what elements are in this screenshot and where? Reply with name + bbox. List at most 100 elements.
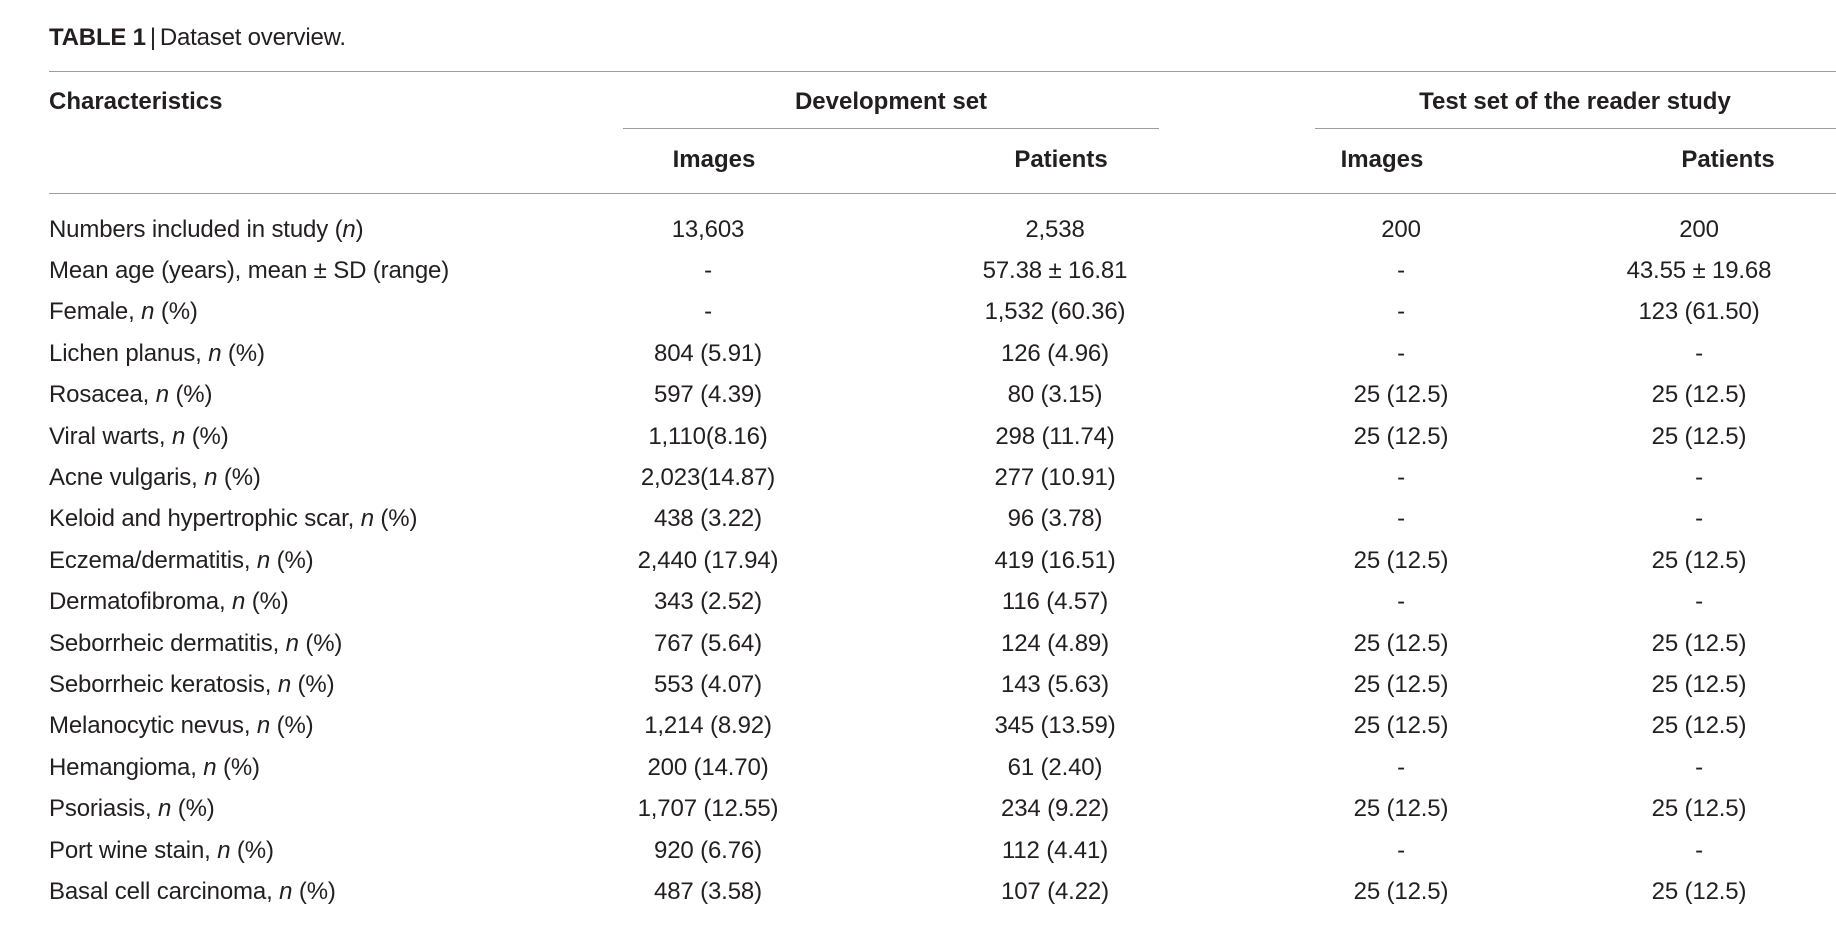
row-label-suffix: (%) [270, 712, 314, 740]
row-label: Psoriasis, n (%) [49, 788, 546, 829]
test-images-cell: 25 (12.5) [1353, 877, 1449, 905]
dev-images-cell: 1,707 (12.55) [637, 795, 779, 823]
table-row: Hemangioma, n (%) 200 (14.70) 61 (2.40) - - [49, 747, 1836, 788]
test-patients-cell: 25 (12.5) [1651, 422, 1747, 450]
row-label-text: Psoriasis, [49, 795, 159, 823]
table-row: Melanocytic nevus, n (%) 1,214 (8.92) 345 … [49, 706, 1836, 747]
table-row: Seborrheic keratosis, n (%) 553 (4.07) 143… [49, 664, 1836, 705]
dev-patients-cell: 126 (4.96) [1001, 339, 1109, 367]
header-dev-images: Images [672, 146, 756, 173]
table-caption: TABLE 1 | Dataset overview. [49, 24, 346, 52]
row-label-text: Port wine stain, [49, 836, 218, 864]
dev-images-cell: 553 (4.07) [654, 670, 762, 698]
header-test-set: Test set of the reader study [1419, 88, 1731, 115]
row-label: Rosacea, n (%) [49, 375, 546, 416]
dev-patients-cell: 96 (3.78) [1007, 505, 1103, 533]
row-label-n: n [208, 339, 222, 367]
dev-patients-cell: 116 (4.57) [1001, 588, 1109, 616]
dev-images-cell: 13,603 [671, 215, 745, 243]
row-label-text: Numbers included in study ( [49, 215, 343, 243]
test-images-cell: - [1397, 298, 1405, 326]
row-label-n: n [155, 381, 169, 409]
test-images-cell: 25 (12.5) [1353, 546, 1449, 574]
test-patients-cell: - [1695, 505, 1703, 533]
dev-patients-cell: 345 (13.59) [994, 712, 1116, 740]
row-label-suffix: (%) [373, 505, 418, 533]
row-label-text: Hemangioma, [49, 753, 204, 781]
header-test-images: Images [1340, 146, 1424, 173]
row-label-suffix: (%) [217, 464, 261, 492]
row-label-text: Eczema/dermatitis, [49, 546, 257, 574]
dataset-table: Numbers included in study (n) 13,603 2,538… [49, 209, 1836, 913]
row-label: Port wine stain, n (%) [49, 830, 546, 871]
table-row: Seborrheic dermatitis, n (%) 767 (5.64) 12… [49, 623, 1836, 664]
dev-patients-cell: 1,532 (60.36) [984, 298, 1126, 326]
row-label-text: Acne vulgaris, [49, 464, 205, 492]
test-images-cell: - [1397, 753, 1405, 781]
row-label-n: n [204, 464, 218, 492]
table-row: Lichen planus, n (%) 804 (5.91) 126 (4.96)… [49, 333, 1836, 374]
dev-images-cell: 597 (4.39) [654, 381, 762, 409]
table-header-rule [49, 193, 1836, 194]
dataset-table-body: Numbers included in study (n) 13,603 2,538… [49, 209, 1836, 913]
dev-patients-cell: 107 (4.22) [1001, 877, 1109, 905]
test-patients-cell: 25 (12.5) [1651, 381, 1747, 409]
table-row: Rosacea, n (%) 597 (4.39) 80 (3.15) 25 (12.… [49, 375, 1836, 416]
row-label-suffix: (%) [292, 877, 336, 905]
dev-images-cell: 767 (5.64) [654, 629, 762, 657]
table-caption-text: Dataset overview. [159, 24, 346, 51]
row-label-text: Seborrheic dermatitis, [49, 629, 286, 657]
dev-patients-cell: 143 (5.63) [1001, 670, 1109, 698]
test-patients-cell: 25 (12.5) [1651, 629, 1747, 657]
dev-images-cell: 804 (5.91) [654, 339, 762, 367]
table-row: Viral warts, n (%) 1,110(8.16) 298 (11.74)… [49, 416, 1836, 457]
table-row: Female, n (%) - 1,532 (60.36) - 123 (61.50) [49, 292, 1836, 333]
row-label-suffix: (%) [291, 670, 335, 698]
row-label-suffix: (%) [230, 836, 274, 864]
table-top-rule [49, 71, 1836, 72]
test-images-cell: - [1397, 588, 1405, 616]
row-label: Seborrheic dermatitis, n (%) [49, 623, 546, 664]
test-patients-cell: 43.55 ± 19.68 [1626, 257, 1772, 285]
dev-patients-cell: 277 (10.91) [994, 464, 1116, 492]
table-row: Psoriasis, n (%) 1,707 (12.55) 234 (9.22) 2… [49, 788, 1836, 829]
test-patients-cell: 25 (12.5) [1651, 546, 1747, 574]
row-label-text: Female, [49, 298, 142, 326]
row-label-text: Mean age (years), mean ± SD (range) [49, 257, 450, 285]
table-row: Keloid and hypertrophic scar, n (%) 438 (… [49, 499, 1836, 540]
row-label-n: n [256, 712, 271, 740]
row-label-n: n [171, 422, 186, 450]
test-images-cell: - [1397, 505, 1405, 533]
row-label-n: n [158, 795, 172, 823]
row-label-suffix: ) [355, 215, 364, 243]
row-label-suffix: (%) [168, 381, 213, 409]
row-label-n: n [277, 670, 292, 698]
row-label-suffix: (%) [221, 339, 265, 367]
dev-images-cell: 1,110(8.16) [648, 422, 768, 450]
test-set-rule [1315, 128, 1836, 129]
row-label: Seborrheic keratosis, n (%) [49, 664, 546, 705]
row-label-text: Lichen planus, [49, 339, 209, 367]
test-patients-cell: 123 (61.50) [1638, 298, 1760, 326]
test-patients-cell: 25 (12.5) [1651, 670, 1747, 698]
row-label-n: n [279, 877, 293, 905]
row-label-text: Dermatofibroma, [49, 588, 232, 616]
dev-patients-cell: 124 (4.89) [1001, 629, 1109, 657]
dev-patients-cell: 298 (11.74) [995, 422, 1115, 450]
row-label-text: Basal cell carcinoma, [49, 877, 280, 905]
row-label: Acne vulgaris, n (%) [49, 457, 546, 498]
row-label-suffix: (%) [171, 795, 215, 823]
test-patients-cell: 25 (12.5) [1651, 795, 1747, 823]
header-characteristics: Characteristics [49, 88, 223, 115]
row-label-suffix: (%) [245, 588, 289, 616]
dev-images-cell: - [704, 257, 712, 285]
row-label: Numbers included in study (n) [49, 209, 546, 250]
row-label-suffix: (%) [298, 629, 343, 657]
dev-images-cell: 487 (3.58) [654, 877, 762, 905]
dev-images-cell: 200 (14.70) [647, 753, 769, 781]
row-label: Viral warts, n (%) [49, 416, 546, 457]
dev-patients-cell: 61 (2.40) [1007, 753, 1103, 781]
test-images-cell: 25 (12.5) [1353, 422, 1449, 450]
test-patients-cell: - [1695, 836, 1703, 864]
test-images-cell: - [1397, 836, 1405, 864]
